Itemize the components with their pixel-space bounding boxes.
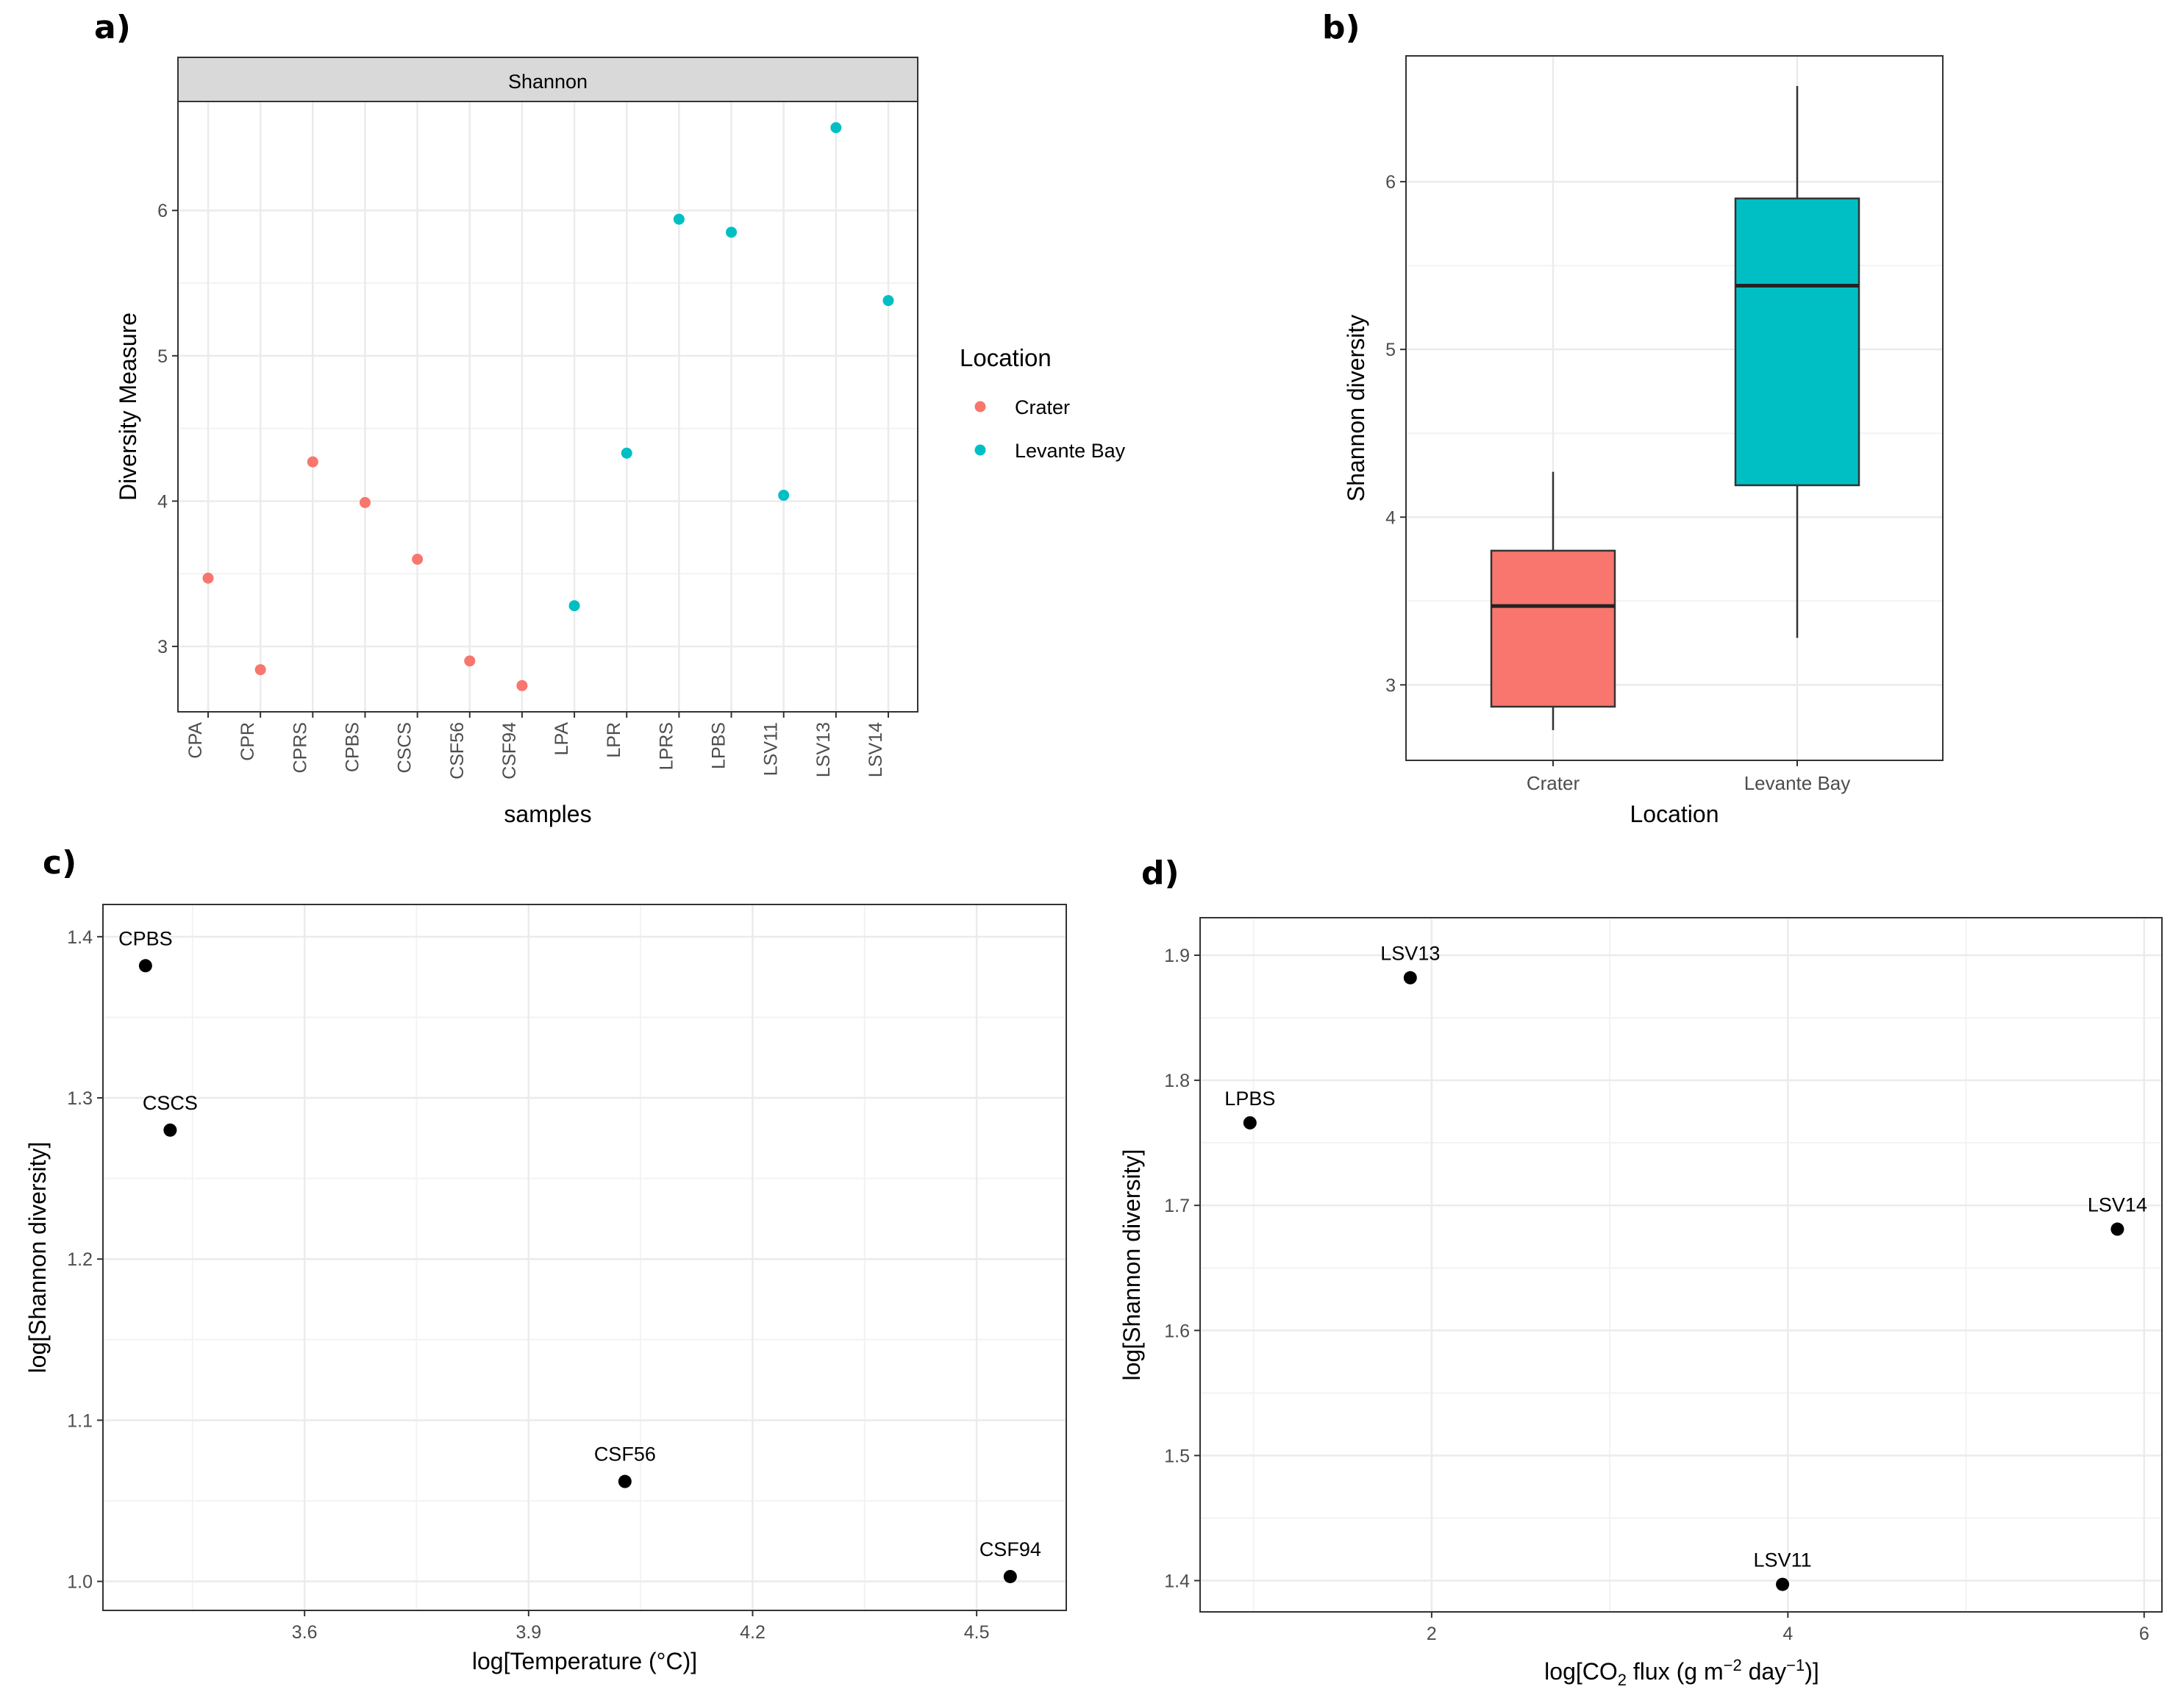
point-label: LSV13 — [1380, 943, 1440, 965]
x-tick-label: 6 — [2139, 1624, 2149, 1644]
y-tick-label: 5 — [1385, 340, 1396, 360]
y-tick-label: 6 — [157, 201, 168, 221]
box-crater — [1490, 549, 1616, 708]
data-point — [138, 959, 152, 973]
x-tick-label: CPBS — [342, 722, 363, 772]
legend-label-levante: Levante Bay — [1015, 440, 1126, 462]
facet-strip — [177, 57, 918, 102]
data-point — [412, 554, 424, 565]
x-tick-label: LPA — [552, 722, 572, 756]
point-label: LSV14 — [2088, 1194, 2147, 1216]
point-label: CPBS — [118, 927, 173, 949]
y-axis-title: Shannon diversity — [1343, 315, 1369, 502]
data-point — [673, 213, 685, 225]
panel-d-label: d) — [1141, 854, 1180, 892]
plot-border — [1199, 917, 2163, 1613]
y-tick-label: 5 — [157, 346, 168, 367]
y-tick-label: 1.2 — [67, 1249, 93, 1270]
x-axis-title: log[CO2 flux (g m−2 day−1)] — [1544, 1656, 1819, 1689]
point-label: CSF56 — [594, 1443, 656, 1466]
y-tick-label: 1.1 — [67, 1410, 93, 1431]
legend-key-crater — [974, 401, 986, 413]
data-point — [726, 226, 738, 238]
data-point — [2110, 1222, 2124, 1236]
x-tick-label: Levante Bay — [1744, 772, 1851, 794]
point-label: CSF94 — [979, 1538, 1041, 1560]
y-tick-label: 3 — [157, 637, 168, 657]
y-tick-label: 1.8 — [1164, 1071, 1190, 1091]
point-label: CSCS — [143, 1092, 198, 1114]
x-tick-label: 4 — [1782, 1624, 1793, 1644]
data-point — [254, 664, 266, 676]
x-tick-label: 3.9 — [515, 1622, 541, 1643]
box-levante-bay — [1734, 197, 1860, 487]
data-point — [830, 122, 842, 134]
panel-a-label: a) — [94, 9, 131, 46]
data-point — [618, 1474, 632, 1488]
y-axis-title: log[Shannon diversity] — [24, 1142, 51, 1374]
y-tick-label: 1.3 — [67, 1088, 93, 1109]
x-tick-label: CSF94 — [499, 722, 520, 779]
y-tick-label: 1.9 — [1164, 946, 1190, 966]
data-point — [307, 456, 318, 468]
x-tick-label: LSV14 — [866, 722, 886, 777]
data-point — [778, 490, 790, 502]
y-tick-label: 4 — [157, 491, 168, 512]
y-tick-label: 1.0 — [67, 1572, 93, 1593]
legend-label-crater: Crater — [1015, 396, 1070, 418]
x-tick-label: CPA — [185, 722, 206, 759]
y-tick-label: 1.4 — [1164, 1571, 1190, 1591]
y-tick-label: 1.6 — [1164, 1321, 1190, 1341]
plot-border — [102, 904, 1067, 1611]
x-tick-label: CPRS — [290, 722, 310, 773]
x-axis-title: samples — [504, 801, 591, 827]
y-tick-label: 3 — [1385, 675, 1396, 696]
y-tick-label: 1.4 — [67, 927, 93, 948]
y-axis-title: Diversity Measure — [115, 313, 141, 501]
data-point — [882, 295, 894, 307]
x-tick-label: LSV11 — [761, 722, 782, 776]
x-tick-label: CPR — [238, 722, 258, 761]
panel-c-label: c) — [43, 844, 77, 882]
y-axis-title: log[Shannon diversity] — [1118, 1149, 1145, 1381]
data-point — [1776, 1577, 1790, 1591]
panel-b-label: b) — [1322, 9, 1360, 46]
data-point — [464, 655, 476, 667]
data-point — [1003, 1569, 1017, 1583]
x-tick-label: 3.6 — [292, 1622, 318, 1643]
y-tick-label: 4 — [1385, 507, 1396, 528]
data-point — [1243, 1116, 1257, 1129]
data-point — [163, 1123, 177, 1137]
y-tick-label: 1.7 — [1164, 1196, 1190, 1216]
x-tick-label: Crater — [1527, 772, 1580, 794]
point-label: LSV11 — [1754, 1549, 1812, 1571]
data-point — [1403, 971, 1417, 985]
x-tick-label: LPBS — [709, 722, 729, 769]
facet-strip-title: Shannon — [508, 71, 588, 93]
legend-key-levante — [974, 444, 986, 456]
y-tick-label: 1.5 — [1164, 1446, 1190, 1466]
x-tick-label: 4.2 — [740, 1622, 766, 1643]
point-label: LPBS — [1224, 1088, 1275, 1110]
plot-border — [177, 101, 918, 713]
x-axis-title: Location — [1630, 801, 1719, 827]
x-tick-label: LPR — [604, 722, 624, 758]
data-point — [568, 600, 580, 612]
x-tick-label: 4.5 — [964, 1622, 990, 1643]
legend-title: Location — [960, 344, 1052, 371]
plot-border — [1405, 55, 1944, 761]
x-tick-label: CSF56 — [447, 722, 468, 779]
x-tick-label: LSV13 — [813, 722, 834, 777]
data-point — [621, 447, 632, 459]
data-point — [516, 679, 528, 691]
data-point — [202, 572, 214, 584]
x-tick-label: 2 — [1427, 1624, 1437, 1644]
data-point — [359, 496, 371, 508]
x-tick-label: LPRS — [656, 722, 677, 770]
x-axis-title: log[Temperature (°C)] — [472, 1648, 697, 1674]
x-tick-label: CSCS — [395, 722, 415, 773]
y-tick-label: 6 — [1385, 172, 1396, 193]
